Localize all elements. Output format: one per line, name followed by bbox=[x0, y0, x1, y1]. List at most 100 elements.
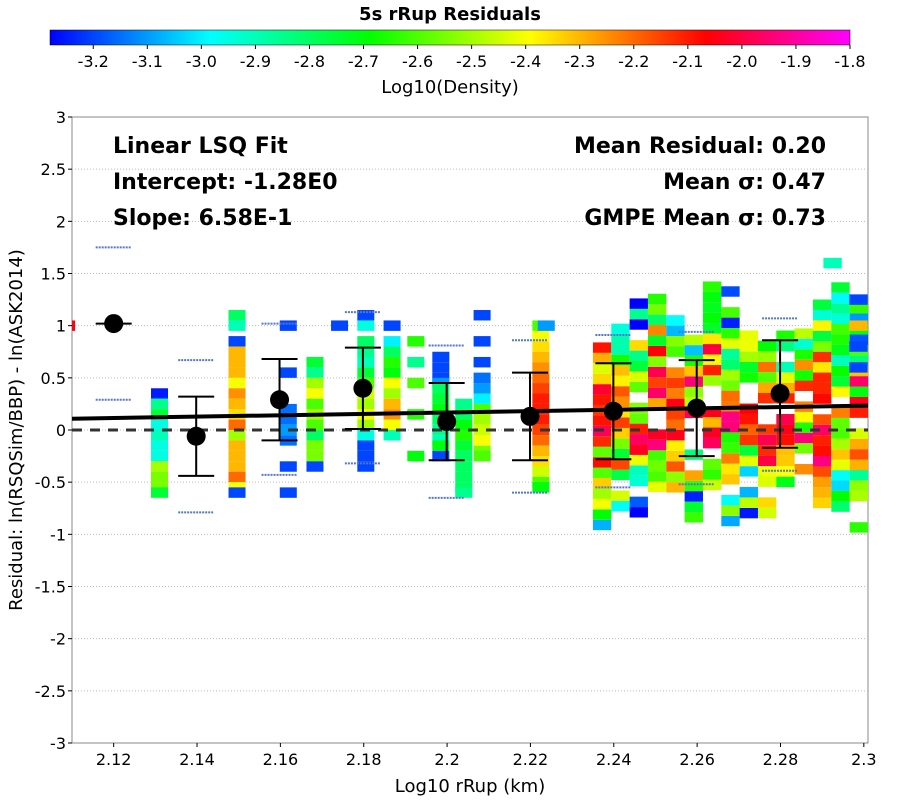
density-cell bbox=[383, 398, 401, 410]
density-cell bbox=[306, 430, 324, 441]
density-cell bbox=[279, 461, 297, 472]
colorbar-label: Log10(Density) bbox=[381, 77, 519, 98]
density-cell bbox=[357, 419, 375, 430]
bin-means bbox=[95, 314, 799, 477]
density-cell bbox=[849, 490, 868, 502]
density-cell bbox=[228, 398, 246, 410]
x-tick-label: 2.16 bbox=[263, 750, 299, 769]
density-cell bbox=[739, 372, 758, 383]
density-cell bbox=[812, 393, 832, 404]
density-cell bbox=[721, 515, 740, 527]
density-cell bbox=[812, 435, 832, 446]
x-axis-ticks: 2.12 2.14 2.16 2.18 2.2 2.22 2.24 2.26 2.28 2.3 bbox=[96, 743, 877, 769]
bin-mean-point bbox=[437, 412, 457, 432]
density-cell bbox=[611, 490, 630, 501]
density-cell bbox=[473, 450, 491, 462]
density-cell bbox=[849, 294, 868, 305]
colorbar-tick-label: -2.5 bbox=[456, 52, 487, 71]
density-cell bbox=[812, 341, 832, 352]
density-cell bbox=[383, 388, 401, 399]
density-cell bbox=[831, 470, 850, 481]
density-cell bbox=[592, 446, 612, 458]
density-cell bbox=[776, 340, 795, 352]
density-cell bbox=[831, 438, 850, 450]
density-cell bbox=[684, 386, 703, 398]
x-tick-label: 2.12 bbox=[96, 750, 132, 769]
density-cell bbox=[794, 349, 813, 360]
density-cell bbox=[849, 480, 868, 491]
density-cell bbox=[794, 464, 813, 475]
density-cell bbox=[702, 323, 722, 334]
density-cell bbox=[592, 457, 612, 468]
density-cell bbox=[279, 403, 297, 415]
density-cell bbox=[228, 377, 246, 389]
density-cell bbox=[647, 325, 667, 336]
density-cell bbox=[629, 350, 648, 362]
density-cell bbox=[228, 356, 246, 368]
density-cell bbox=[721, 411, 740, 422]
density-cell bbox=[228, 388, 246, 399]
density-cell bbox=[666, 461, 685, 472]
bin-mean-point bbox=[186, 426, 206, 446]
density-cell bbox=[739, 351, 758, 362]
density-cell bbox=[532, 456, 550, 467]
density-cell bbox=[611, 344, 630, 355]
density-cell bbox=[702, 375, 722, 386]
density-cell bbox=[532, 362, 550, 373]
density-cell bbox=[357, 336, 375, 347]
density-cell bbox=[739, 361, 758, 373]
density-cell bbox=[794, 422, 813, 433]
density-cell bbox=[629, 465, 648, 476]
density-cell bbox=[794, 370, 813, 381]
density-cell bbox=[611, 500, 630, 512]
density-cell bbox=[684, 491, 703, 502]
density-cell bbox=[473, 356, 491, 368]
density-cell bbox=[228, 487, 246, 498]
density-cell bbox=[666, 409, 685, 420]
density-cell bbox=[432, 383, 450, 394]
density-cell bbox=[279, 320, 297, 331]
density-cell bbox=[794, 328, 813, 339]
density-cell bbox=[647, 460, 667, 472]
y-tick-label: -2 bbox=[50, 630, 66, 649]
density-cell bbox=[812, 445, 832, 457]
density-cell bbox=[629, 444, 648, 455]
density-cell bbox=[432, 351, 450, 363]
density-cell bbox=[532, 435, 550, 446]
density-cell bbox=[151, 487, 169, 498]
colorbar-tick-label: -2.8 bbox=[294, 52, 325, 71]
density-cell bbox=[306, 356, 324, 368]
density-cell bbox=[702, 458, 722, 470]
density-cell bbox=[228, 482, 246, 493]
density-cell bbox=[629, 475, 648, 487]
density-cell bbox=[702, 417, 722, 428]
colorbar-tick-label: -1.8 bbox=[834, 52, 865, 71]
density-cell bbox=[473, 336, 491, 347]
density-cell bbox=[757, 497, 777, 508]
density-cell bbox=[306, 450, 324, 462]
density-cell bbox=[383, 430, 401, 441]
density-cell bbox=[629, 340, 648, 351]
density-cell bbox=[757, 455, 777, 467]
density-cell bbox=[757, 434, 777, 446]
density-cell bbox=[611, 448, 630, 460]
density-cell bbox=[473, 424, 491, 436]
density-cell bbox=[721, 338, 740, 349]
density-cell bbox=[592, 488, 612, 499]
density-cell bbox=[831, 282, 850, 293]
density-cell bbox=[647, 429, 667, 440]
density-cell bbox=[721, 307, 740, 318]
density-cell bbox=[592, 352, 612, 364]
density-cell bbox=[532, 414, 550, 425]
density-cell bbox=[702, 291, 722, 303]
y-tick-label: 0 bbox=[56, 421, 66, 440]
density-cell bbox=[306, 419, 324, 430]
x-tick-label: 2.2 bbox=[434, 750, 459, 769]
density-cell bbox=[812, 351, 832, 363]
density-cell bbox=[666, 367, 685, 378]
density-cell bbox=[757, 361, 777, 373]
density-cell bbox=[831, 386, 850, 398]
density-cell bbox=[611, 396, 630, 408]
density-cell bbox=[629, 298, 648, 309]
density-cell bbox=[629, 413, 648, 424]
